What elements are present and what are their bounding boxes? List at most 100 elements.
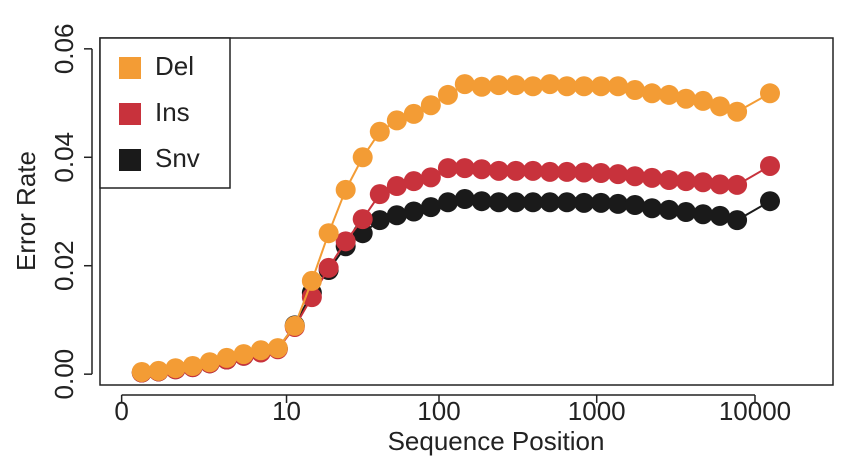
marker	[608, 76, 629, 97]
marker	[573, 76, 594, 97]
marker	[759, 155, 780, 176]
marker	[352, 147, 373, 168]
marker	[318, 257, 339, 278]
y-tick-label: 0.06	[49, 24, 79, 75]
marker	[182, 356, 203, 377]
legend-swatch	[119, 57, 141, 79]
line	[141, 198, 771, 374]
marker	[352, 223, 373, 244]
marker	[488, 75, 509, 96]
marker	[233, 344, 254, 365]
marker	[709, 174, 730, 195]
marker	[471, 159, 492, 180]
marker	[437, 192, 458, 213]
marker	[608, 164, 629, 185]
marker	[131, 361, 152, 382]
marker	[420, 197, 441, 218]
marker	[488, 192, 509, 213]
marker	[675, 202, 696, 223]
marker	[659, 199, 680, 220]
legend-label: Snv	[155, 143, 200, 173]
marker	[471, 191, 492, 212]
marker	[590, 192, 611, 213]
marker	[573, 162, 594, 183]
marker	[573, 192, 594, 213]
marker	[403, 201, 424, 222]
marker	[556, 161, 577, 182]
marker	[454, 158, 475, 179]
marker	[608, 193, 629, 214]
marker	[556, 192, 577, 213]
marker	[539, 192, 560, 213]
y-tick-label: 0.04	[49, 132, 79, 183]
marker	[759, 83, 780, 104]
marker	[165, 358, 186, 379]
marker	[539, 74, 560, 95]
marker	[709, 96, 730, 117]
marker	[403, 171, 424, 192]
y-tick-label: 0.02	[49, 240, 79, 291]
marker	[727, 101, 748, 122]
x-tick-label: 100	[417, 396, 460, 426]
marker	[590, 163, 611, 184]
marker	[369, 121, 390, 142]
marker	[641, 198, 662, 219]
marker	[659, 170, 680, 191]
marker	[624, 166, 645, 187]
marker	[590, 76, 611, 97]
marker	[318, 223, 339, 244]
x-tick-label: 0	[114, 396, 128, 426]
marker	[216, 347, 237, 368]
marker	[539, 161, 560, 182]
marker	[641, 83, 662, 104]
marker	[556, 76, 577, 97]
marker	[454, 189, 475, 210]
marker	[505, 75, 526, 96]
marker	[369, 210, 390, 231]
x-tick-label: 10000	[719, 396, 791, 426]
marker	[250, 340, 271, 361]
marker	[386, 110, 407, 131]
marker	[727, 174, 748, 195]
marker	[267, 338, 288, 359]
legend-label: Ins	[155, 97, 190, 127]
plot-frame	[99, 37, 834, 386]
marker	[199, 352, 220, 373]
marker	[641, 167, 662, 188]
marker	[420, 167, 441, 188]
marker	[522, 160, 543, 181]
marker	[709, 205, 730, 226]
y-axis-label: Error Rate	[11, 151, 41, 271]
line	[141, 83, 771, 373]
marker	[624, 194, 645, 215]
marker	[284, 315, 305, 336]
marker	[403, 103, 424, 124]
marker	[693, 172, 714, 193]
legend-swatch	[119, 103, 141, 125]
y-tick-label: 0.00	[49, 349, 79, 400]
marker	[437, 84, 458, 105]
marker	[759, 191, 780, 212]
marker	[352, 209, 373, 230]
series	[131, 74, 780, 382]
legend-label: Del	[155, 51, 194, 81]
marker	[675, 171, 696, 192]
legend: Del Ins Snv	[99, 37, 231, 189]
marker	[522, 76, 543, 97]
marker	[693, 90, 714, 111]
marker	[505, 192, 526, 213]
x-tick-label: 1000	[568, 396, 626, 426]
marker	[522, 192, 543, 213]
marker	[693, 204, 714, 225]
marker	[659, 84, 680, 105]
marker	[471, 76, 492, 97]
marker	[301, 270, 322, 291]
marker	[335, 231, 356, 252]
marker	[369, 184, 390, 205]
marker	[386, 205, 407, 226]
marker	[386, 176, 407, 197]
marker	[624, 80, 645, 101]
marker	[335, 179, 356, 200]
marker	[454, 74, 475, 95]
